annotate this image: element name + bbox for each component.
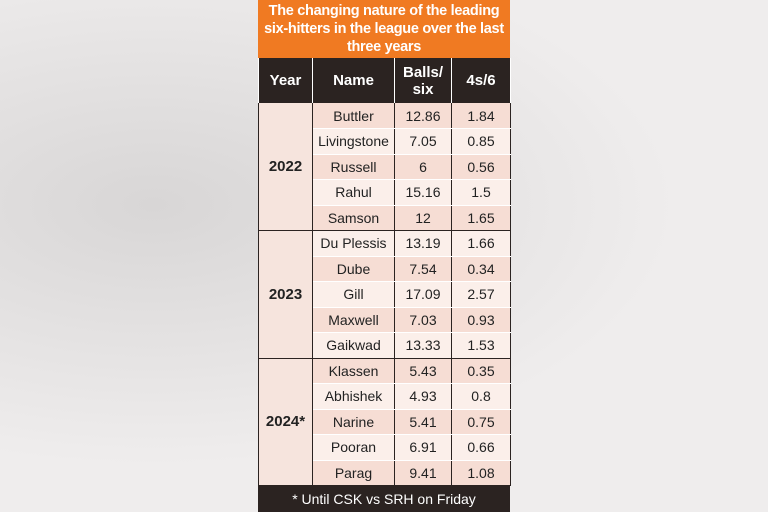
column-header: Year: [258, 58, 313, 103]
stat-cell: 6.91: [394, 434, 452, 461]
stat-cell: 7.54: [394, 256, 452, 282]
table: Year Name Balls/ six 4s/6 2022 Buttler 12.86 1…: [258, 58, 511, 486]
table-row: Gaikwad 13.33 1.53: [259, 332, 511, 359]
stat-cell: 0.34: [451, 256, 511, 282]
stat-cell: 0.75: [451, 409, 511, 435]
player-name: Pooran: [312, 434, 395, 461]
player-name: Parag: [312, 460, 395, 486]
stat-cell: 6: [394, 154, 452, 180]
column-header: Balls/ six: [394, 58, 452, 103]
stat-cell: 5.43: [394, 358, 452, 384]
table-row: Pooran 6.91 0.66: [259, 434, 511, 461]
player-name: Samson: [312, 205, 395, 231]
table-row: Samson 12 1.65: [259, 205, 511, 231]
stat-cell: 0.93: [451, 307, 511, 333]
year-cell: 2022: [258, 103, 313, 231]
table-row: Russell 6 0.56: [259, 154, 511, 180]
stat-cell: 12.86: [394, 103, 452, 129]
table-row: Rahul 15.16 1.5: [259, 179, 511, 206]
table-row: Parag 9.41 1.08: [259, 460, 511, 486]
stat-cell: 15.16: [394, 179, 452, 206]
infographic: The changing nature of the leading six-h…: [258, 0, 511, 512]
table-row: 2024* Klassen 5.43 0.35: [258, 358, 511, 486]
table-row: Maxwell 7.03 0.93: [259, 307, 511, 333]
table-row: Gill 17.09 2.57: [259, 281, 511, 308]
stat-cell: 9.41: [394, 460, 452, 486]
stat-cell: 7.03: [394, 307, 452, 333]
table-row: Dube 7.54 0.34: [259, 256, 511, 282]
table-row: Livingstone 7.05 0.85: [259, 128, 511, 155]
column-header: 4s/6: [451, 58, 511, 103]
stat-cell: 5.41: [394, 409, 452, 435]
player-name: Rahul: [312, 179, 395, 206]
table-row: 2022 Buttler 12.86 1.84: [258, 103, 511, 231]
stat-cell: 0.56: [451, 154, 511, 180]
player-name: Du Plessis: [312, 230, 395, 257]
player-name: Gill: [312, 281, 395, 308]
stat-cell: 2.57: [451, 281, 511, 308]
player-name: Russell: [312, 154, 395, 180]
player-name: Dube: [312, 256, 395, 282]
stat-cell: 12: [394, 205, 452, 231]
stat-cell: 4.93: [394, 383, 452, 410]
stat-cell: 13.33: [394, 332, 452, 359]
stat-cell: 7.05: [394, 128, 452, 155]
stat-cell: 13.19: [394, 230, 452, 257]
stat-cell: 1.08: [451, 460, 511, 486]
player-name: Livingstone: [312, 128, 395, 155]
table-row: 2023 Du Plessis 13.19 1.66: [258, 230, 511, 359]
stat-cell: 1.65: [451, 205, 511, 231]
stat-cell: 1.53: [451, 332, 511, 359]
stat-cell: 1.66: [451, 230, 511, 257]
stat-cell: 0.8: [451, 383, 511, 410]
stat-cell: 0.85: [451, 128, 511, 155]
year-cell: 2023: [258, 230, 313, 359]
stat-cell: 1.5: [451, 179, 511, 206]
header-row: Year Name Balls/ six 4s/6: [258, 58, 511, 103]
player-name: Maxwell: [312, 307, 395, 333]
year-cell: 2024*: [258, 358, 313, 486]
table-row: Narine 5.41 0.75: [259, 409, 511, 435]
stat-cell: 17.09: [394, 281, 452, 308]
player-name: Abhishek: [312, 383, 395, 410]
stat-cell: 1.84: [451, 103, 511, 129]
stat-cell: 0.66: [451, 434, 511, 461]
player-name: Klassen: [312, 358, 395, 384]
column-header: Name: [312, 58, 395, 103]
footnote: * Until CSK vs SRH on Friday: [258, 486, 510, 512]
stat-cell: 0.35: [451, 358, 511, 384]
player-name: Gaikwad: [312, 332, 395, 359]
player-name: Buttler: [312, 103, 395, 129]
table-body: 2022 Buttler 12.86 1.84 Livingstone 7.05 0.85 R…: [258, 103, 511, 486]
title: The changing nature of the leading six-h…: [258, 0, 510, 58]
table-row: Abhishek 4.93 0.8: [259, 383, 511, 410]
player-name: Narine: [312, 409, 395, 435]
